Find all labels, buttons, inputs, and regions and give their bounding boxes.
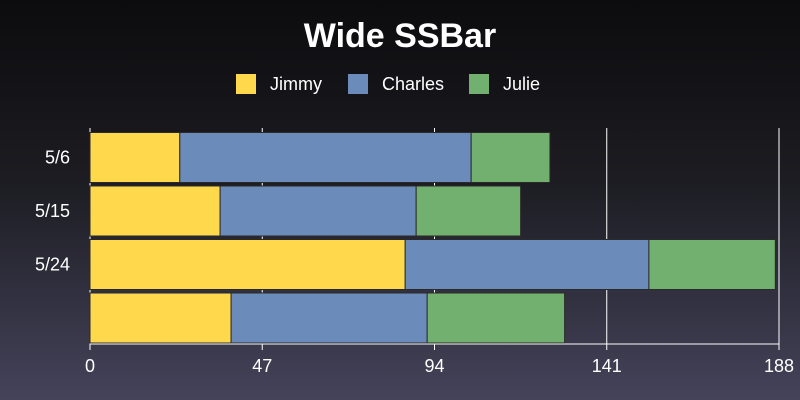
legend-label-jimmy: Jimmy [270,74,322,94]
legend-swatch-charles [348,74,368,94]
legend: Jimmy Charles Julie [236,74,540,94]
legend-label-charles: Charles [382,74,444,94]
bar-charles-5-15 [219,185,417,237]
x-tick-label-3: 141 [592,356,622,376]
legend-label-julie: Julie [503,74,540,94]
bar-julie-row3 [426,292,566,344]
bar-julie-5-15 [415,185,522,237]
x-tick-label-0: 0 [85,356,95,376]
y-category-label-0: 5/6 [45,148,70,168]
y-axis-labels: 5/6 5/15 5/24 [35,148,70,275]
bar-jimmy-row3 [89,292,232,344]
bars [89,132,776,344]
y-category-label-2: 5/24 [35,255,70,275]
bar-jimmy-5-15 [89,185,221,237]
legend-swatch-jimmy [236,74,256,94]
bar-jimmy-5-6 [89,132,181,183]
x-axis-ticks: 0 47 94 141 188 [85,344,794,376]
bar-charles-5-6 [179,132,472,183]
legend-swatch-julie [469,74,489,94]
bar-julie-5-6 [470,132,551,183]
y-category-label-1: 5/15 [35,201,70,221]
x-tick-label-1: 47 [252,356,272,376]
chart-title: Wide SSBar [304,17,496,55]
x-tick-label-4: 188 [764,356,794,376]
bar-jimmy-5-24 [89,239,406,290]
x-tick-label-2: 94 [424,356,444,376]
bar-charles-row3 [230,292,428,344]
bar-julie-5-24 [648,239,776,290]
bar-charles-5-24 [404,239,650,290]
